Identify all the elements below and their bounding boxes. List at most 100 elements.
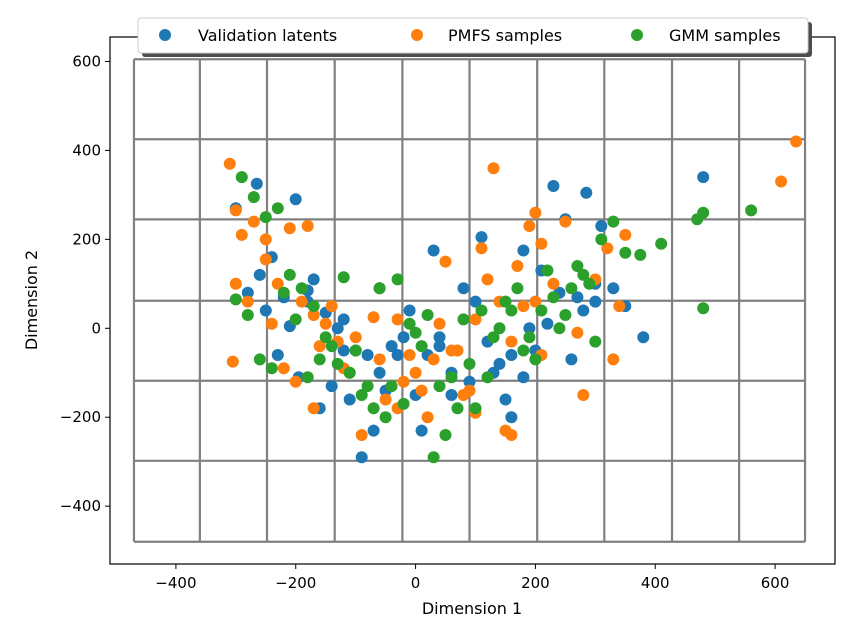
point-pmfs-samples — [475, 242, 488, 255]
point-gmm-samples — [319, 331, 332, 344]
point-gmm-samples — [271, 202, 284, 215]
point-gmm-samples — [355, 389, 368, 401]
point-pmfs-samples — [229, 277, 242, 290]
point-gmm-samples — [697, 206, 710, 219]
point-gmm-samples — [337, 271, 350, 284]
point-pmfs-samples — [613, 300, 626, 313]
point-validation-latents — [580, 186, 593, 199]
point-validation-latents — [241, 286, 254, 299]
point-gmm-samples — [619, 246, 632, 259]
y-tick-label: 400 — [72, 141, 101, 159]
point-pmfs-samples — [535, 237, 548, 250]
point-gmm-samples — [655, 237, 668, 250]
point-gmm-samples — [457, 313, 470, 326]
point-pmfs-samples — [307, 309, 320, 321]
point-pmfs-samples — [223, 157, 236, 170]
point-gmm-samples — [367, 402, 380, 415]
legend: Validation latents PMFS samples GMM samp… — [137, 17, 812, 57]
point-pmfs-samples — [775, 175, 788, 188]
point-gmm-samples — [535, 304, 548, 317]
y-tick-label: −400 — [60, 497, 101, 515]
point-pmfs-samples — [283, 222, 296, 235]
point-pmfs-samples — [355, 429, 368, 441]
point-gmm-samples — [463, 357, 476, 370]
point-gmm-samples — [229, 293, 242, 306]
point-pmfs-samples — [265, 317, 278, 330]
point-validation-latents — [427, 244, 440, 257]
legend-marker-validation-latents — [159, 29, 171, 41]
point-pmfs-samples — [427, 353, 440, 366]
point-pmfs-samples — [301, 220, 314, 232]
legend-label-gmm-samples: GMM samples — [669, 26, 781, 45]
x-tick-label: −200 — [275, 574, 316, 592]
y-tick-label: 600 — [72, 52, 101, 70]
point-gmm-samples — [547, 291, 560, 304]
point-gmm-samples — [469, 402, 482, 415]
point-gmm-samples — [697, 302, 710, 315]
x-tick-label: 200 — [521, 574, 550, 592]
point-pmfs-samples — [295, 295, 308, 308]
point-gmm-samples — [541, 264, 554, 277]
point-pmfs-samples — [349, 331, 362, 344]
point-pmfs-samples — [391, 313, 404, 326]
point-validation-latents — [523, 322, 536, 335]
point-gmm-samples — [523, 331, 536, 344]
point-validation-latents — [361, 349, 374, 361]
point-pmfs-samples — [226, 355, 239, 368]
point-pmfs-samples — [325, 300, 338, 313]
point-gmm-samples — [439, 429, 452, 441]
point-pmfs-samples — [445, 344, 458, 357]
point-pmfs-samples — [313, 340, 326, 353]
point-gmm-samples — [343, 366, 356, 379]
point-gmm-samples — [265, 362, 278, 375]
point-validation-latents — [385, 340, 398, 353]
point-validation-latents — [337, 344, 350, 357]
point-gmm-samples — [301, 371, 314, 384]
point-pmfs-samples — [271, 277, 284, 290]
point-validation-latents — [433, 331, 446, 344]
point-pmfs-samples — [529, 295, 542, 308]
point-pmfs-samples — [559, 215, 572, 228]
legend-marker-pmfs-samples — [411, 29, 423, 41]
point-gmm-samples — [379, 411, 392, 424]
point-pmfs-samples — [409, 366, 422, 379]
point-validation-latents — [565, 353, 578, 366]
point-validation-latents — [367, 424, 380, 437]
grid-lines — [132, 58, 807, 543]
point-pmfs-samples — [571, 326, 584, 339]
point-validation-latents — [253, 268, 266, 281]
point-gmm-samples — [583, 277, 596, 290]
point-pmfs-samples — [505, 429, 518, 441]
point-gmm-samples — [391, 273, 404, 286]
point-pmfs-samples — [277, 362, 290, 375]
legend-box — [137, 17, 809, 54]
point-validation-latents — [505, 349, 518, 361]
data-points — [223, 135, 803, 464]
point-validation-latents — [493, 357, 506, 370]
point-pmfs-samples — [481, 273, 494, 286]
point-validation-latents — [577, 304, 590, 317]
point-gmm-samples — [559, 309, 572, 321]
y-tick-label: 0 — [91, 319, 101, 337]
point-gmm-samples — [529, 353, 542, 366]
point-pmfs-samples — [511, 260, 524, 272]
point-gmm-samples — [451, 402, 464, 415]
point-validation-latents — [391, 349, 404, 361]
point-gmm-samples — [415, 340, 428, 353]
point-gmm-samples — [499, 295, 512, 308]
point-gmm-samples — [607, 215, 620, 228]
point-pmfs-samples — [433, 317, 446, 330]
y-axis-label: Dimension 2 — [22, 250, 41, 350]
point-gmm-samples — [385, 380, 398, 393]
point-gmm-samples — [283, 268, 296, 281]
point-gmm-samples — [349, 344, 362, 357]
point-validation-latents — [541, 317, 554, 330]
point-pmfs-samples — [607, 353, 620, 366]
point-pmfs-samples — [619, 228, 632, 241]
point-gmm-samples — [241, 309, 254, 321]
point-validation-latents — [517, 371, 530, 384]
point-validation-latents — [373, 366, 386, 379]
point-validation-latents — [343, 393, 356, 406]
point-gmm-samples — [277, 286, 290, 299]
